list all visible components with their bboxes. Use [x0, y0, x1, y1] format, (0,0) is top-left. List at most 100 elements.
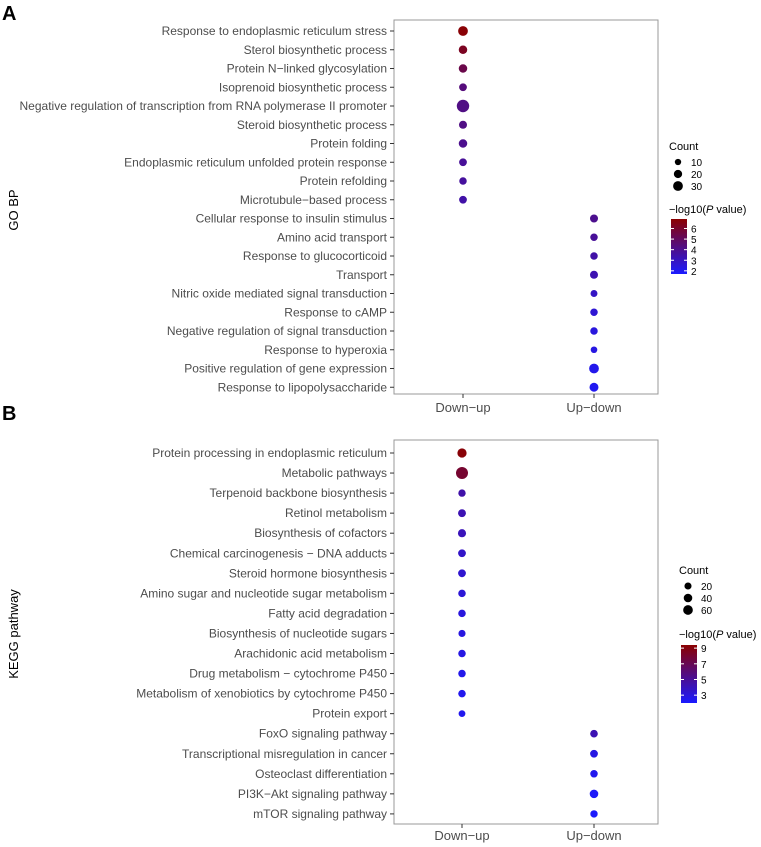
size-legend-label: 40: [701, 594, 713, 605]
size-legend-label: 30: [691, 182, 703, 193]
data-point: [458, 45, 468, 54]
panel-a: A GO BP Response to endoplasmic reticulu…: [2, 3, 746, 415]
y-tick-label: Steroid biosynthetic process: [237, 118, 387, 132]
data-point: [459, 158, 467, 167]
y-tick-label: Isoprenoid biosynthetic process: [219, 80, 387, 94]
data-point: [456, 99, 470, 113]
panel-b-label: B: [2, 403, 16, 425]
x-tick-label: Up−down: [566, 400, 621, 415]
y-tick-label: Biosynthesis of cofactors: [254, 526, 387, 540]
y-tick-label: Sterol biosynthetic process: [244, 43, 387, 57]
data-point: [590, 346, 598, 354]
data-point: [589, 363, 599, 374]
color-legend-label: 3: [691, 256, 697, 267]
size-legend-label: 10: [691, 158, 703, 169]
y-tick-label: Protein export: [312, 707, 387, 721]
data-point: [459, 177, 467, 185]
y-tick-label: Negative regulation of signal transducti…: [167, 324, 387, 338]
data-point: [590, 308, 598, 316]
y-tick-label: Nitric oxide mediated signal transductio…: [172, 287, 387, 301]
y-tick-label: Drug metabolism − cytochrome P450: [189, 667, 387, 681]
y-tick-label: Endoplasmic reticulum unfolded protein r…: [124, 155, 387, 169]
data-point: [589, 789, 599, 799]
color-legend-label: 5: [691, 235, 697, 246]
size-legend-label: 20: [701, 582, 713, 593]
panel-b-y-ticks: [390, 452, 394, 815]
y-tick-label: Amino sugar and nucleotide sugar metabol…: [140, 586, 387, 600]
y-tick-label: Biosynthesis of nucleotide sugars: [209, 626, 387, 640]
color-legend-title: −log10(P value): [669, 204, 746, 216]
color-legend-title-italic: P: [716, 629, 724, 641]
color-legend-title-suffix: value): [713, 204, 746, 216]
panel-a-plot-frame: [393, 19, 659, 395]
color-legend-title-prefix: −log10(: [669, 204, 706, 216]
data-point: [590, 327, 598, 335]
data-point: [458, 549, 466, 558]
y-tick-label: Transport: [336, 268, 388, 282]
y-tick-label: Response to lipopolysaccharide: [218, 380, 388, 394]
data-point: [589, 214, 599, 223]
y-tick-label: Steroid hormone biosynthesis: [229, 566, 387, 580]
data-point: [590, 233, 598, 241]
color-legend-label: 2: [691, 267, 697, 278]
color-legend-label: 5: [701, 675, 707, 686]
size-legend-dot: [683, 605, 693, 615]
data-point: [459, 195, 467, 204]
y-tick-label: Positive regulation of gene expression: [184, 362, 387, 376]
data-point: [458, 509, 466, 518]
data-point: [458, 569, 466, 578]
panel-a-y-axis-title: GO BP: [6, 189, 21, 230]
panel-a-label: A: [2, 3, 16, 25]
y-tick-label: PI3K−Akt signaling pathway: [238, 787, 387, 801]
y-tick-label: Osteoclast differentiation: [255, 767, 387, 781]
data-point: [458, 609, 466, 618]
x-tick-label: Down−up: [434, 828, 489, 843]
color-legend-bar: [681, 645, 697, 703]
data-point: [456, 467, 468, 480]
data-point: [458, 669, 466, 678]
data-point: [458, 489, 466, 497]
size-legend-dot: [683, 593, 693, 603]
data-point: [458, 26, 468, 36]
size-legend-label: 60: [701, 606, 713, 617]
data-point: [590, 729, 598, 738]
y-tick-label: Negative regulation of transcription fro…: [20, 99, 388, 113]
color-legend-label: 9: [701, 644, 707, 655]
color-legend-title: −log10(P value): [679, 629, 756, 641]
color-legend-bar: [671, 219, 687, 274]
data-point: [458, 139, 468, 148]
size-legend-dot: [673, 181, 683, 191]
panel-b: B KEGG pathway Protein processing in end…: [2, 403, 756, 843]
data-point: [457, 448, 467, 458]
size-legend-title: Count: [679, 565, 708, 577]
data-point: [458, 64, 468, 73]
y-tick-label: Microtubule−based process: [240, 193, 387, 207]
color-legend-label: 7: [701, 660, 707, 671]
y-tick-label: Protein folding: [310, 137, 387, 151]
x-tick-label: Down−up: [435, 400, 490, 415]
y-tick-label: mTOR signaling pathway: [253, 807, 387, 821]
size-legend-dot: [674, 158, 682, 166]
y-tick-label: Protein refolding: [300, 174, 387, 188]
y-tick-label: Response to endoplasmic reticulum stress: [162, 24, 387, 38]
y-tick-label: Response to glucocorticoid: [243, 249, 387, 263]
data-point: [590, 770, 598, 778]
y-tick-label: Response to hyperoxia: [264, 343, 387, 357]
y-tick-label: Response to cAMP: [284, 305, 387, 319]
data-point: [458, 689, 466, 698]
y-tick-label: Fatty acid degradation: [268, 606, 387, 620]
y-tick-label: Retinol metabolism: [285, 506, 387, 520]
size-legend-label: 20: [691, 170, 703, 181]
size-legend-dot: [673, 169, 683, 179]
color-legend-title-suffix: value): [723, 629, 756, 641]
panel-a-points: [456, 26, 599, 392]
color-legend-label: 4: [691, 246, 697, 257]
size-legend-dot: [684, 582, 692, 590]
y-tick-label: Amino acid transport: [277, 230, 388, 244]
data-point: [459, 83, 467, 92]
panel-a-x-tick-labels: Down−up Up−down: [435, 394, 622, 415]
panel-a-y-ticks: [390, 30, 394, 388]
